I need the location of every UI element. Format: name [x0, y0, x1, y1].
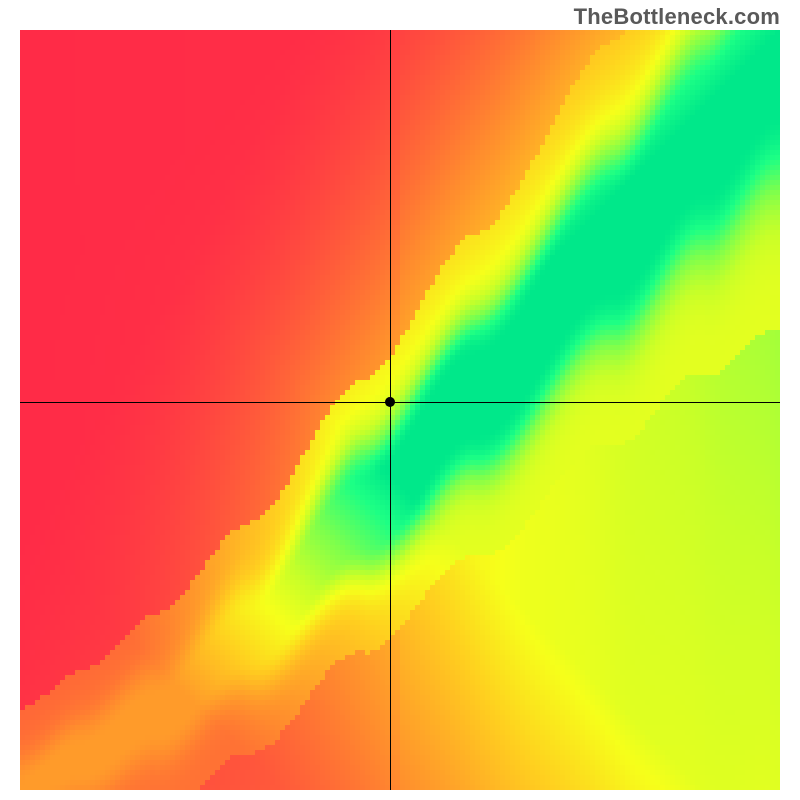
heatmap-canvas	[20, 30, 780, 790]
watermark-text: TheBottleneck.com	[574, 4, 780, 30]
bottleneck-heatmap	[20, 30, 780, 790]
page-container: TheBottleneck.com	[0, 0, 800, 800]
